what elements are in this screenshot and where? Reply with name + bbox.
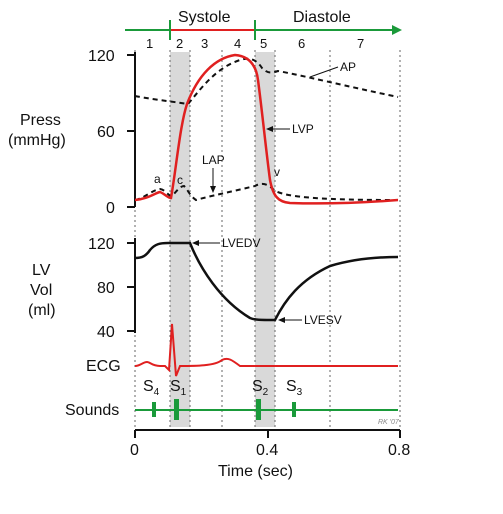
volume-tick-80: 80 (97, 280, 115, 297)
volume-ylabel-line1: LV (32, 262, 51, 279)
v-wave-label: v (274, 165, 280, 179)
pressure-ylabel-line2: (mmHg) (8, 132, 66, 149)
lv-volume-curve (134, 241, 399, 322)
s4-label: S4 (143, 378, 160, 398)
lvp-label: LVP (292, 122, 314, 136)
diastole-label: Diastole (293, 9, 351, 26)
lap-label: LAP (202, 153, 225, 167)
phase-bar: Systole Diastole 1 2 3 4 5 6 7 (125, 9, 402, 51)
time-axis: 0 0.4 0.8 Time (sec) (130, 429, 410, 480)
isovolumetric-contraction-band (170, 52, 190, 427)
pressure-tick-0: 0 (106, 200, 115, 217)
ap-label: AP (340, 60, 356, 74)
time-axis-label: Time (sec) (218, 463, 293, 480)
phase-4-label: 4 (234, 36, 241, 51)
phase-7-label: 7 (357, 36, 364, 51)
pressure-ylabel-line1: Press (20, 112, 61, 129)
pressure-tick-60: 60 (97, 124, 115, 141)
s3-mark (292, 402, 296, 417)
phase-1-label: 1 (146, 36, 153, 51)
left-atrial-pressure-curve (134, 182, 399, 202)
systole-label: Systole (178, 9, 231, 26)
sounds-label: Sounds (65, 402, 119, 419)
volume-ylabel-line3: (ml) (28, 302, 56, 319)
volume-axis: 120 80 40 LV Vol (ml) (28, 236, 136, 341)
c-wave-label: c (177, 173, 183, 187)
phase-2-label: 2 (176, 36, 183, 51)
time-tick-0-4: 0.4 (256, 442, 278, 459)
phase-6-label: 6 (298, 36, 305, 51)
pressure-tick-120: 120 (88, 48, 115, 65)
a-wave-label: a (154, 172, 161, 186)
lvedv-label: LVEDV (222, 236, 260, 250)
left-ventricular-pressure-curve (134, 53, 399, 205)
pressure-annotations: AP LVP LAP a c v (154, 60, 356, 193)
s1-label: S1 (170, 378, 187, 398)
volume-annotations: LVEDV LVESV (192, 236, 342, 327)
isovolumetric-relaxation-band (255, 52, 275, 427)
phase-5-label: 5 (260, 36, 267, 51)
ecg-trace (134, 323, 398, 377)
volume-tick-120: 120 (88, 236, 115, 253)
sounds-panel: Sounds S4 S1 S2 S3 RK '07 (65, 378, 400, 426)
s2-mark (256, 399, 261, 420)
pressure-axis: 120 60 0 Press (mmHg) (8, 48, 136, 217)
credit-label: RK '07 (378, 419, 400, 426)
lvesv-label: LVESV (304, 313, 342, 327)
s1-mark (174, 399, 179, 420)
volume-ylabel-line2: Vol (30, 282, 52, 299)
s2-label: S2 (252, 378, 269, 398)
time-tick-0-8: 0.8 (388, 442, 410, 459)
volume-tick-40: 40 (97, 324, 115, 341)
s4-mark (152, 402, 156, 417)
phase-3-label: 3 (201, 36, 208, 51)
ecg-label: ECG (86, 358, 121, 375)
s3-label: S3 (286, 378, 303, 398)
time-tick-0: 0 (130, 442, 139, 459)
